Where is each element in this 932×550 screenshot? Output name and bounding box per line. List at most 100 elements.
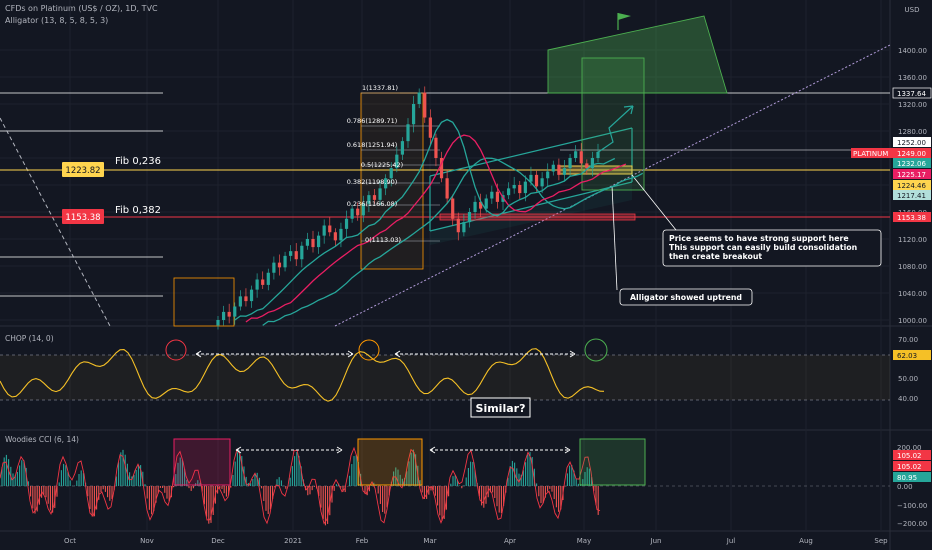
price-tag: 1337.64	[897, 90, 926, 98]
candle-body	[227, 311, 231, 317]
candle-body	[350, 208, 354, 219]
cci-arrow-head	[235, 446, 343, 454]
candle-body	[283, 255, 287, 268]
callout-box	[619, 288, 753, 306]
chop-tick: 50.00	[898, 375, 918, 383]
price-tag-bg	[892, 87, 932, 99]
candle-body	[277, 262, 282, 268]
chop-circle	[358, 339, 380, 361]
alligator-teeth	[245, 134, 627, 323]
candle-body	[540, 178, 544, 187]
fib-inner-label: 0(1113.03)	[365, 236, 401, 244]
candle-body	[590, 158, 595, 169]
price-tag: 1225.17	[897, 171, 926, 179]
cci-tick: 200.00	[897, 444, 922, 452]
x-tick: Nov	[140, 537, 154, 545]
left-tag: 1223.82	[65, 166, 100, 176]
candle-body	[417, 92, 421, 104]
chop-arrow-head	[195, 350, 354, 358]
arrow-head	[623, 105, 634, 115]
candle-body	[551, 164, 555, 172]
candle-body	[439, 158, 444, 179]
target-box	[547, 15, 728, 94]
x-tick: Feb	[356, 537, 369, 545]
cci-tag: 105.02	[897, 452, 922, 460]
currency-label: USD	[905, 6, 920, 14]
fib-0236-label: Fib 0,236	[115, 156, 161, 167]
candle-body	[305, 239, 310, 246]
x-tick: Sep	[874, 537, 888, 545]
candle-body	[333, 232, 337, 241]
candle-body	[506, 188, 511, 196]
candles-layer	[216, 86, 600, 330]
candle-body	[255, 279, 259, 290]
candle-body	[384, 178, 388, 189]
fib-inner-label: 0.382(1198.90)	[347, 178, 398, 186]
fib-box	[173, 277, 235, 327]
x-tick: May	[577, 537, 591, 545]
price-tag-bg	[893, 180, 931, 190]
cci-tag: 105.02	[897, 463, 922, 471]
chop-pane: CHOP (14, 0) Similar?	[0, 334, 890, 418]
price-tag-bg	[893, 169, 931, 179]
callout-line: then create breakout	[669, 252, 762, 261]
x-tick: Jun	[650, 537, 662, 545]
price-tick: 1280.00	[898, 128, 927, 136]
fib-inner-label: 0.5(1225.42)	[361, 161, 403, 169]
price-tick: 1320.00	[898, 101, 927, 109]
price-tag: 1249.00	[897, 150, 926, 158]
candle-body	[238, 296, 242, 307]
candle-body	[490, 191, 494, 199]
cci-line	[0, 446, 601, 525]
cci-box	[579, 438, 646, 486]
cci-tag-bg	[893, 450, 931, 460]
candle-body	[529, 174, 533, 182]
candle-body	[372, 195, 377, 200]
labels-layer: 1(1337.81) 0.786(1289.71) 0.618(1251.94) 0.…	[62, 84, 882, 306]
candle-body	[445, 178, 449, 199]
price-tag: 1252.00	[897, 139, 926, 147]
symbol-tag: PLATINUM	[853, 150, 888, 158]
candle-body	[216, 320, 220, 326]
candle-body	[434, 137, 438, 158]
x-tick: 2021	[284, 537, 302, 545]
price-tag-bg	[893, 137, 931, 147]
price-tick: 1360.00	[898, 74, 927, 82]
price-tag-bg	[893, 158, 931, 168]
price-tag-bg	[893, 212, 931, 222]
price-tag: 1153.38	[897, 214, 926, 222]
price-tick: 1120.00	[898, 236, 927, 244]
x-tick: Aug	[799, 537, 813, 545]
symbol-title: CFDs on Platinum (US$ / OZ), 1D, TVC	[5, 4, 158, 13]
candle-body	[451, 198, 455, 219]
cci-pane: Woodies CCI (6, 14)	[0, 435, 890, 526]
candle-body	[356, 208, 360, 216]
fib-inner-label: 0.786(1289.71)	[347, 117, 398, 125]
candle-body	[361, 203, 365, 216]
candle-body	[467, 212, 472, 223]
candle-body	[378, 188, 382, 200]
candle-body	[518, 185, 522, 194]
cci-box	[173, 438, 231, 486]
candle-body	[233, 306, 237, 317]
candle-body	[328, 225, 332, 233]
x-tick: Apr	[504, 537, 516, 545]
candle-body	[261, 279, 265, 285]
fib-inner-label: 0.618(1251.94)	[347, 141, 398, 149]
price-tick: 1040.00	[898, 290, 927, 298]
drawings-layer	[0, 13, 891, 327]
similar-text: Similar?	[476, 402, 526, 415]
cci-tick: −200.00	[897, 520, 927, 528]
fib-inner-label: 0.236(1166.08)	[347, 200, 398, 208]
candle-body	[249, 289, 254, 302]
candle-body	[266, 272, 270, 285]
candle-body	[300, 245, 304, 260]
left-tag-bg	[62, 162, 104, 177]
left-tag-bg	[62, 209, 104, 224]
candle-body	[316, 235, 321, 248]
x-tick: Dec	[211, 537, 225, 545]
candle-body	[484, 198, 488, 209]
candle-body	[462, 222, 466, 233]
